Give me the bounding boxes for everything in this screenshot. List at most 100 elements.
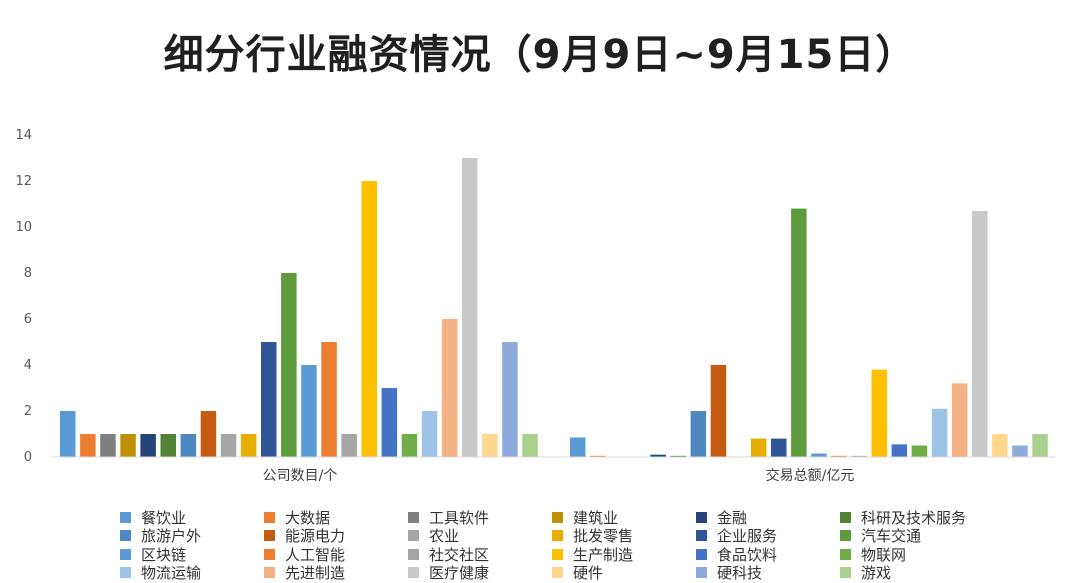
legend-swatch — [552, 530, 563, 542]
legend-item: 工具软件 — [408, 508, 552, 527]
legend-swatch — [120, 548, 131, 560]
bar — [771, 438, 787, 457]
legend-item: 餐饮业 — [120, 508, 264, 527]
legend-swatch — [408, 511, 419, 523]
bar — [401, 434, 418, 457]
legend-label: 硬件 — [573, 564, 604, 583]
legend-item: 科研及技术服务 — [840, 508, 984, 527]
bar — [180, 434, 197, 457]
legend-swatch — [840, 567, 851, 579]
legend-item: 大数据 — [264, 508, 408, 527]
legend-swatch — [120, 567, 131, 579]
bar — [931, 408, 948, 457]
legend-swatch — [552, 567, 563, 579]
bar — [851, 455, 867, 457]
legend-label: 物联网 — [861, 545, 907, 564]
legend-label: 人工智能 — [285, 545, 346, 564]
y-tick-label: 6 — [24, 312, 32, 327]
y-tick-label: 10 — [15, 220, 32, 235]
legend-label: 餐饮业 — [141, 508, 187, 527]
bar — [1032, 434, 1048, 457]
legend-label: 区块链 — [141, 545, 187, 564]
bar — [710, 365, 727, 457]
bar — [992, 434, 1008, 457]
bar — [750, 438, 767, 457]
legend-swatch — [696, 511, 707, 523]
legend-item: 先进制造 — [264, 564, 408, 583]
legend-swatch — [264, 548, 275, 560]
bar — [160, 434, 176, 457]
legend-item: 金融 — [696, 508, 840, 527]
legend-item: 区块链 — [120, 545, 264, 564]
bar — [441, 319, 458, 457]
x-axis-category-labels: 公司数目/个 交易总额/亿元 — [263, 467, 855, 484]
y-axis-ticks: 0 2 4 6 8 10 12 14 — [15, 128, 32, 465]
legend-swatch — [408, 548, 419, 560]
bar — [100, 434, 116, 457]
legend-item: 批发零售 — [552, 527, 696, 545]
bar — [60, 411, 76, 457]
legend-label: 硬科技 — [717, 564, 763, 583]
legend-label: 先进制造 — [285, 564, 346, 583]
bar — [321, 342, 337, 457]
legend-label: 物流运输 — [141, 564, 202, 583]
bar — [261, 342, 277, 457]
bar — [80, 434, 96, 457]
legend-item: 生产制造 — [552, 545, 696, 564]
bar — [590, 455, 606, 457]
legend-label: 工具软件 — [429, 508, 490, 527]
legend-label: 科研及技术服务 — [861, 508, 967, 527]
bar — [650, 454, 666, 457]
bar — [200, 411, 217, 457]
legend-swatch — [120, 511, 131, 523]
legend-swatch — [264, 530, 275, 542]
legend-item: 企业服务 — [696, 527, 840, 546]
legend-item: 社交社区 — [408, 545, 552, 564]
legend-item: 硬科技 — [696, 564, 840, 583]
bar — [891, 444, 908, 457]
legend-label: 社交社区 — [429, 545, 490, 564]
legend-item: 人工智能 — [264, 545, 408, 564]
bar — [381, 388, 398, 457]
legend-item: 物流运输 — [120, 564, 264, 583]
legend: 餐饮业 大数据 工具软件 建筑业 金融 科研及技术服务 旅游户外 能源电力 农业 批发零售 企业服务… — [120, 508, 1060, 582]
y-tick-label: 12 — [15, 174, 32, 189]
bar — [140, 434, 156, 457]
legend-swatch — [840, 530, 851, 542]
bar — [341, 434, 357, 457]
bar — [831, 455, 847, 457]
bar — [791, 208, 807, 457]
y-tick-label: 8 — [24, 266, 32, 281]
bar — [281, 273, 297, 457]
x-category-label: 公司数目/个 — [263, 468, 338, 484]
legend-swatch — [264, 511, 275, 523]
bar — [972, 210, 988, 457]
legend-label: 游戏 — [861, 564, 892, 583]
x-category-label: 交易总额/亿元 — [766, 467, 855, 484]
legend-item: 物联网 — [840, 545, 984, 564]
bar — [361, 181, 377, 457]
bar — [482, 434, 498, 457]
y-tick-label: 14 — [15, 128, 32, 143]
legend-label: 汽车交通 — [861, 527, 922, 546]
bar-chart: 0 2 4 6 8 10 12 14 公司数目/个 交易总额/亿元 — [15, 128, 1055, 484]
legend-swatch — [552, 548, 563, 560]
legend-label: 企业服务 — [717, 527, 778, 546]
bar — [670, 455, 686, 457]
bar — [522, 434, 538, 457]
bar — [120, 434, 136, 457]
legend-item: 农业 — [408, 527, 552, 545]
legend-label: 建筑业 — [573, 508, 619, 527]
legend-item: 旅游户外 — [120, 527, 264, 545]
legend-swatch — [696, 548, 707, 560]
legend-swatch — [696, 530, 707, 542]
legend-item: 食品饮料 — [696, 545, 840, 564]
bar — [240, 434, 257, 457]
legend-swatch — [840, 548, 851, 560]
bar — [570, 437, 586, 457]
legend-swatch — [120, 530, 131, 542]
bar — [911, 445, 928, 457]
legend-label: 大数据 — [285, 508, 331, 527]
legend-label: 医疗健康 — [429, 564, 490, 583]
bar — [502, 342, 518, 457]
